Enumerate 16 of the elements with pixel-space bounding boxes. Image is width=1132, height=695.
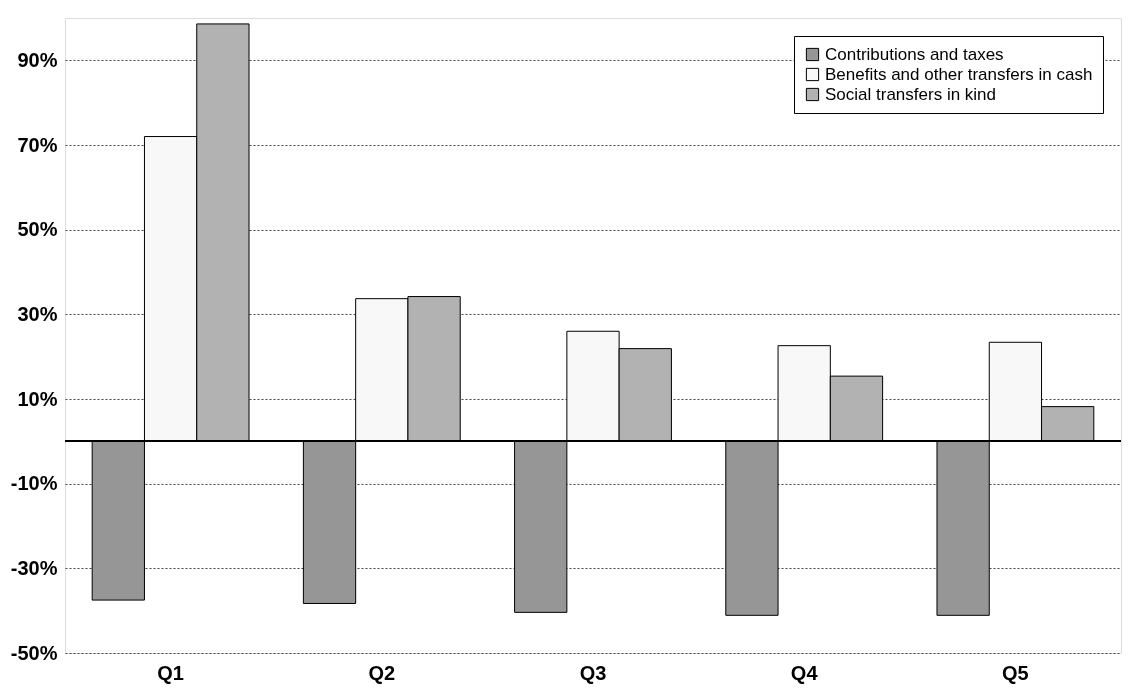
y-tick-label: 30% bbox=[17, 302, 58, 325]
legend-label: Contributions and taxes bbox=[825, 44, 1004, 64]
y-tick-label: 90% bbox=[17, 48, 58, 71]
y-tick-label: -30% bbox=[10, 556, 58, 579]
legend-label: Social transfers in kind bbox=[825, 84, 997, 104]
y-tick-label: -50% bbox=[10, 641, 58, 664]
y-tick-label: 10% bbox=[17, 387, 58, 410]
y-tick-label: -10% bbox=[10, 472, 58, 495]
x-tick-label: Q5 bbox=[1002, 661, 1029, 684]
x-tick-label: Q1 bbox=[157, 661, 184, 684]
y-tick-label: 50% bbox=[17, 218, 58, 241]
x-tick-label: Q4 bbox=[790, 661, 819, 684]
x-tick-label: Q3 bbox=[579, 661, 607, 684]
y-tick-label: 70% bbox=[17, 133, 58, 156]
x-tick-label: Q2 bbox=[368, 661, 396, 684]
legend-label: Benefits and other transfers in cash bbox=[825, 64, 1093, 84]
